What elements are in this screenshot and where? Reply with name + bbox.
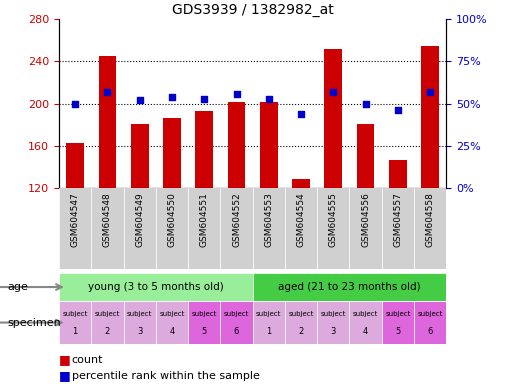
- Text: count: count: [72, 355, 103, 365]
- Bar: [414, 188, 446, 269]
- Text: subject: subject: [224, 311, 249, 317]
- Text: 1: 1: [266, 327, 271, 336]
- Bar: [252, 188, 285, 269]
- Text: subject: subject: [385, 311, 410, 317]
- Bar: [221, 301, 252, 344]
- Text: aged (21 to 23 months old): aged (21 to 23 months old): [278, 282, 421, 292]
- Point: [265, 96, 273, 102]
- Text: 6: 6: [234, 327, 239, 336]
- Text: 5: 5: [202, 327, 207, 336]
- Text: 5: 5: [396, 327, 401, 336]
- Bar: [124, 188, 156, 269]
- Point: [426, 89, 435, 95]
- Text: subject: subject: [321, 311, 346, 317]
- Text: subject: subject: [159, 311, 185, 317]
- Bar: [188, 188, 221, 269]
- Text: percentile rank within the sample: percentile rank within the sample: [72, 371, 260, 381]
- Text: subject: subject: [418, 311, 443, 317]
- Text: GSM604554: GSM604554: [297, 192, 306, 247]
- Bar: [357, 124, 374, 188]
- Bar: [317, 188, 349, 269]
- Text: ■: ■: [59, 369, 71, 382]
- Text: 4: 4: [169, 327, 174, 336]
- Text: specimen: specimen: [8, 318, 62, 328]
- Bar: [59, 188, 91, 269]
- Bar: [349, 188, 382, 269]
- Text: GSM604549: GSM604549: [135, 192, 144, 247]
- Bar: [221, 188, 252, 269]
- Text: 3: 3: [137, 327, 143, 336]
- Text: ■: ■: [59, 353, 71, 366]
- Bar: [285, 301, 317, 344]
- Bar: [317, 301, 349, 344]
- Text: 3: 3: [331, 327, 336, 336]
- Text: 4: 4: [363, 327, 368, 336]
- Bar: [156, 188, 188, 269]
- Text: subject: subject: [256, 311, 282, 317]
- Point: [329, 89, 338, 95]
- Text: GSM604557: GSM604557: [393, 192, 402, 247]
- Bar: [59, 273, 252, 301]
- Point: [297, 111, 305, 117]
- Text: GSM604555: GSM604555: [329, 192, 338, 247]
- Point: [168, 94, 176, 100]
- Text: 2: 2: [105, 327, 110, 336]
- Title: GDS3939 / 1382982_at: GDS3939 / 1382982_at: [172, 3, 333, 17]
- Point: [71, 101, 79, 107]
- Point: [232, 91, 241, 97]
- Bar: [260, 101, 278, 188]
- Bar: [131, 124, 149, 188]
- Bar: [156, 301, 188, 344]
- Text: 2: 2: [299, 327, 304, 336]
- Text: subject: subject: [127, 311, 152, 317]
- Text: subject: subject: [288, 311, 314, 317]
- Bar: [188, 301, 221, 344]
- Point: [362, 101, 370, 107]
- Text: age: age: [8, 282, 29, 292]
- Point: [200, 96, 208, 102]
- Bar: [195, 111, 213, 188]
- Bar: [382, 301, 414, 344]
- Bar: [285, 188, 317, 269]
- Bar: [91, 188, 124, 269]
- Text: subject: subject: [353, 311, 378, 317]
- Bar: [91, 301, 124, 344]
- Bar: [252, 273, 446, 301]
- Text: GSM604547: GSM604547: [71, 192, 80, 247]
- Bar: [389, 160, 407, 188]
- Bar: [66, 143, 84, 188]
- Bar: [163, 118, 181, 188]
- Text: GSM604558: GSM604558: [426, 192, 435, 247]
- Bar: [292, 179, 310, 188]
- Point: [394, 108, 402, 114]
- Point: [135, 97, 144, 103]
- Text: GSM604553: GSM604553: [264, 192, 273, 247]
- Bar: [252, 301, 285, 344]
- Bar: [414, 301, 446, 344]
- Bar: [421, 46, 439, 188]
- Bar: [124, 301, 156, 344]
- Text: GSM604550: GSM604550: [167, 192, 176, 247]
- Bar: [324, 49, 342, 188]
- Text: GSM604556: GSM604556: [361, 192, 370, 247]
- Text: subject: subject: [63, 311, 88, 317]
- Text: GSM604551: GSM604551: [200, 192, 209, 247]
- Text: GSM604548: GSM604548: [103, 192, 112, 247]
- Bar: [382, 188, 414, 269]
- Bar: [98, 56, 116, 188]
- Text: young (3 to 5 months old): young (3 to 5 months old): [88, 282, 224, 292]
- Text: subject: subject: [95, 311, 120, 317]
- Text: subject: subject: [191, 311, 217, 317]
- Text: 1: 1: [72, 327, 78, 336]
- Point: [103, 89, 111, 95]
- Bar: [228, 101, 245, 188]
- Bar: [59, 301, 91, 344]
- Text: GSM604552: GSM604552: [232, 192, 241, 247]
- Text: 6: 6: [427, 327, 433, 336]
- Bar: [349, 301, 382, 344]
